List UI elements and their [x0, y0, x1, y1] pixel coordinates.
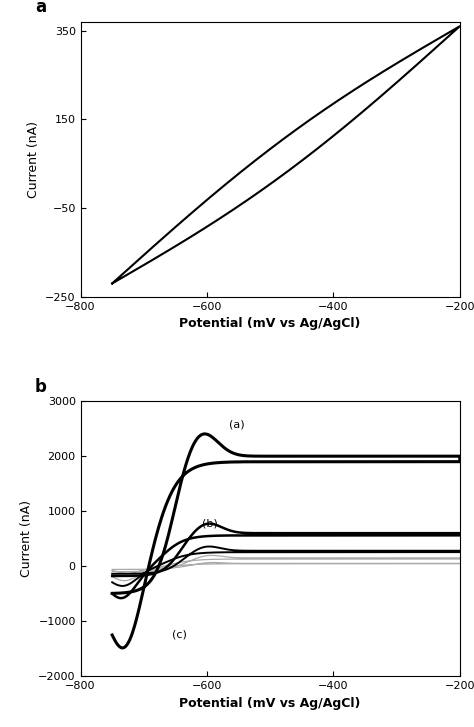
- Text: a: a: [35, 0, 46, 16]
- Text: (c): (c): [172, 629, 187, 639]
- Text: (a): (a): [229, 419, 245, 430]
- Y-axis label: Current (nA): Current (nA): [19, 500, 33, 577]
- Y-axis label: Current (nA): Current (nA): [27, 121, 40, 198]
- X-axis label: Potential (mV vs Ag/AgCl): Potential (mV vs Ag/AgCl): [180, 317, 361, 330]
- Text: (b): (b): [202, 518, 218, 528]
- X-axis label: Potential (mV vs Ag/AgCl): Potential (mV vs Ag/AgCl): [180, 696, 361, 710]
- Text: b: b: [35, 378, 47, 395]
